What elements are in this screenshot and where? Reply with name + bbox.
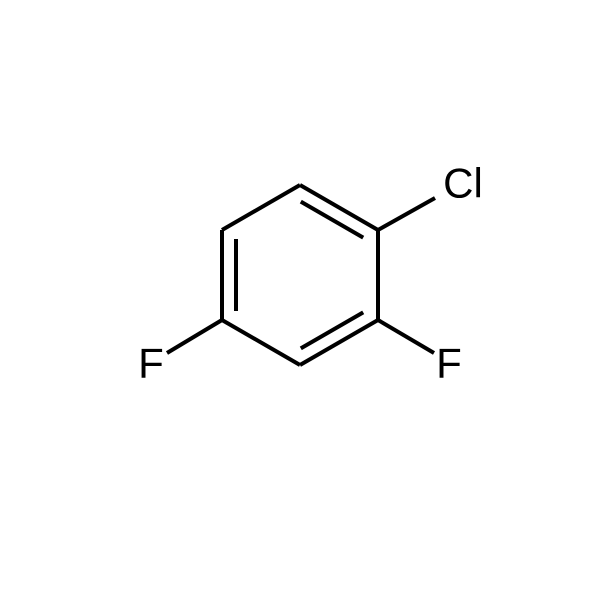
molecule-diagram: Cl F F bbox=[0, 0, 600, 600]
ring-bond-inner bbox=[301, 202, 363, 238]
ring-bond-inner bbox=[301, 312, 363, 348]
ring-bond bbox=[222, 185, 300, 230]
atom-label-f: F bbox=[138, 340, 164, 387]
substituent-bond bbox=[167, 320, 222, 353]
ring-bond bbox=[222, 320, 300, 365]
substituent-bond bbox=[378, 198, 435, 230]
atom-label-f: F bbox=[436, 340, 462, 387]
atom-label-cl: Cl bbox=[443, 160, 483, 207]
substituent-bond bbox=[378, 320, 434, 353]
